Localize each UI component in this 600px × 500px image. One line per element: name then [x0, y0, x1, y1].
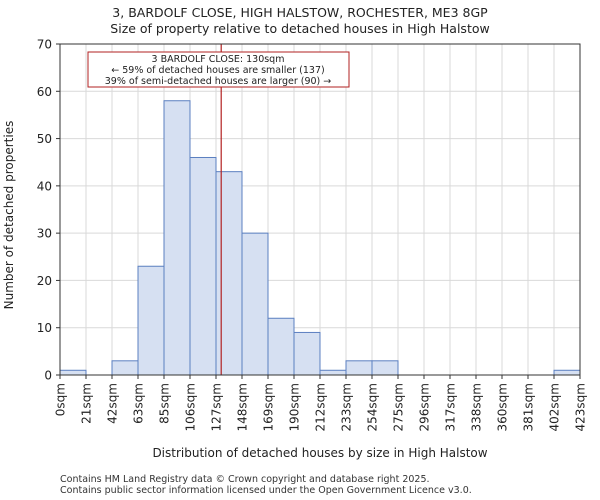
bar: [553, 369, 581, 376]
x-tick-label: 106sqm: [184, 383, 198, 431]
x-axis-label: Distribution of detached houses by size …: [152, 446, 487, 460]
x-tick-label: 63sqm: [132, 383, 146, 424]
y-tick-label: 10: [37, 321, 52, 335]
x-tick-label: 127sqm: [210, 383, 224, 431]
bar: [59, 369, 87, 376]
annotation-line-3: 39% of semi-detached houses are larger (…: [105, 76, 332, 87]
x-tick-label: 190sqm: [288, 383, 302, 431]
bar: [111, 360, 139, 376]
annotation-box: 3 BARDOLF CLOSE: 130sqm ← 59% of detache…: [87, 51, 350, 88]
y-tick-label: 70: [37, 38, 52, 52]
chart-subtitle: Size of property relative to detached ho…: [110, 21, 489, 36]
bars: [59, 100, 581, 376]
x-tick-label: 360sqm: [496, 383, 510, 431]
bar: [163, 100, 191, 376]
x-tick-label: 212sqm: [314, 383, 328, 431]
footer-line-1: Contains HM Land Registry data © Crown c…: [60, 474, 430, 485]
y-axis: 0 10 20 30 40 50 60 70: [37, 38, 60, 383]
x-tick-label: 169sqm: [262, 383, 276, 431]
bar: [189, 156, 217, 376]
x-tick-label: 402sqm: [548, 383, 562, 431]
x-tick-label: 317sqm: [444, 383, 458, 431]
bar: [371, 360, 399, 376]
bar: [267, 317, 295, 376]
x-tick-label: 148sqm: [236, 383, 250, 431]
y-tick-label: 20: [37, 274, 52, 288]
x-axis: 0sqm 21sqm 42sqm 63sqm 85sqm 106sqm 127sqm 148s…: [54, 375, 588, 431]
x-tick-label: 0sqm: [54, 383, 68, 416]
bar: [137, 265, 165, 376]
x-tick-label: 381sqm: [522, 383, 536, 431]
x-tick-label: 42sqm: [106, 383, 120, 424]
x-tick-label: 85sqm: [158, 383, 172, 424]
chart-title: 3, BARDOLF CLOSE, HIGH HALSTOW, ROCHESTE…: [112, 5, 488, 20]
x-tick-label: 21sqm: [80, 383, 94, 424]
footer-line-2: Contains public sector information licen…: [60, 485, 472, 496]
bar: [215, 171, 243, 376]
x-tick-label: 338sqm: [470, 383, 484, 431]
x-tick-label: 254sqm: [366, 383, 380, 431]
x-tick-label: 233sqm: [340, 383, 354, 431]
bar: [319, 369, 347, 376]
y-tick-label: 40: [37, 179, 52, 193]
y-tick-label: 60: [37, 85, 52, 99]
y-tick-label: 30: [37, 227, 52, 241]
annotation-line-2: ← 59% of detached houses are smaller (13…: [111, 65, 324, 76]
bar: [345, 360, 373, 376]
x-tick-label: 296sqm: [418, 383, 432, 431]
x-tick-label: 275sqm: [392, 383, 406, 431]
y-tick-label: 50: [37, 132, 52, 146]
x-tick-label: 423sqm: [574, 383, 588, 431]
y-axis-label: Number of detached properties: [2, 121, 16, 310]
bar: [241, 232, 269, 376]
y-tick-label: 0: [44, 369, 52, 383]
annotation-line-1: 3 BARDOLF CLOSE: 130sqm: [152, 54, 285, 65]
bar: [293, 331, 321, 376]
